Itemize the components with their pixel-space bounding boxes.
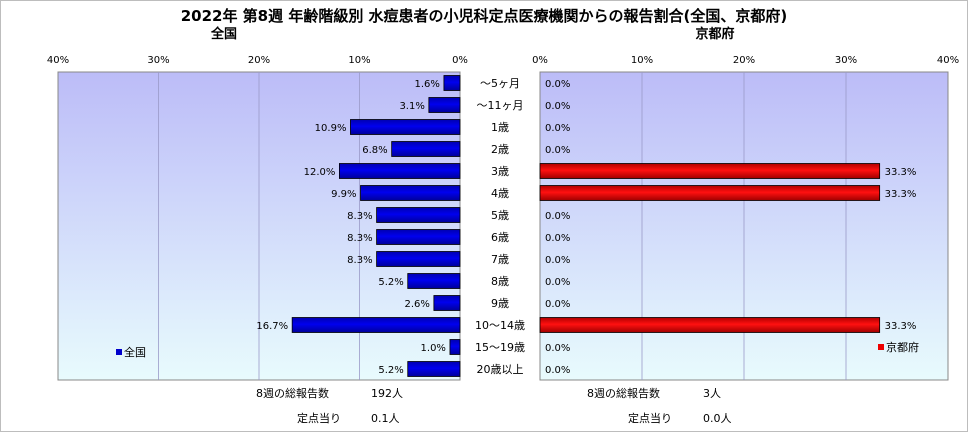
footer-national-total-value: 192人: [371, 387, 403, 400]
axis-ticks: 0% 10% 20% 30% 40% 0% 10% 20% 30% 40%: [47, 55, 959, 66]
panel-title-national: 全国: [210, 26, 237, 42]
tick-label-national: 0%: [452, 55, 468, 66]
value-label-kyoto: 0.0%: [545, 233, 570, 244]
value-label-kyoto: 33.3%: [885, 167, 917, 178]
tick-label-kyoto: 0%: [532, 55, 548, 66]
legend-label-national: 全国: [124, 345, 146, 359]
value-label-national: 8.3%: [347, 255, 372, 266]
value-label-kyoto: 0.0%: [545, 365, 570, 376]
value-label-national: 5.2%: [378, 365, 403, 376]
category-label: 5歳: [491, 209, 509, 222]
footer-national-total-label: 8週の総報告数: [256, 386, 329, 400]
legend-swatch-kyoto: [878, 344, 884, 350]
bar-national: [360, 185, 461, 201]
bars: [291, 75, 881, 377]
category-label: 2歳: [491, 143, 509, 156]
category-label: ～11ヶ月: [477, 99, 524, 112]
value-label-kyoto: 0.0%: [545, 211, 570, 222]
value-label-kyoto: 0.0%: [545, 123, 570, 134]
bar-national: [443, 75, 461, 91]
value-label-kyoto: 0.0%: [545, 255, 570, 266]
tick-label-kyoto: 10%: [631, 55, 653, 66]
value-labels: 1.6% 0.0% 3.1% 0.0% 10.9% 0.0% 6.8% 0.0% 12.0% 33…: [256, 79, 916, 376]
value-label-national: 8.3%: [347, 233, 372, 244]
category-label: 10～14歳: [475, 319, 525, 332]
value-label-national: 2.6%: [404, 299, 429, 310]
panel-title-kyoto: 京都府: [695, 26, 734, 42]
bar-national: [433, 295, 461, 311]
bar-national: [407, 273, 461, 289]
value-label-national: 8.3%: [347, 211, 372, 222]
value-label-national: 1.6%: [415, 79, 440, 90]
footer-kyoto-total-value: 3人: [703, 387, 721, 400]
tick-label-kyoto: 30%: [835, 55, 857, 66]
tick-label-national: 10%: [348, 55, 370, 66]
bar-national: [376, 229, 461, 245]
bar-national: [407, 361, 461, 377]
footer-kyoto-per-value: 0.0人: [703, 412, 732, 425]
legend-swatch-national: [116, 349, 122, 355]
bar-national: [449, 339, 461, 355]
value-label-national: 10.9%: [315, 123, 347, 134]
bar-national: [376, 207, 461, 223]
legend-kyoto: 京都府: [878, 340, 919, 354]
bar-national: [391, 141, 461, 157]
tick-label-national: 30%: [147, 55, 169, 66]
footer-kyoto-per-label: 定点当り: [628, 411, 672, 425]
value-label-kyoto: 0.0%: [545, 79, 570, 90]
footer-kyoto-total-label: 8週の総報告数: [587, 386, 660, 400]
value-label-national: 3.1%: [399, 101, 424, 112]
tick-label-national: 40%: [47, 55, 69, 66]
bar-kyoto: [539, 163, 881, 179]
value-label-kyoto: 0.0%: [545, 101, 570, 112]
value-label-kyoto: 0.0%: [545, 299, 570, 310]
category-label: 1歳: [491, 121, 509, 134]
footer-national-per-value: 0.1人: [371, 412, 400, 425]
chart-title: 2022年 第8週 年齢階級別 水痘患者の小児科定点医療機関からの報告割合(全国…: [181, 7, 788, 25]
value-label-national: 16.7%: [256, 321, 288, 332]
bar-national: [376, 251, 461, 267]
footer-national-per-label: 定点当り: [297, 411, 341, 425]
legend-national: 全国: [116, 345, 146, 359]
legend-label-kyoto: 京都府: [886, 340, 919, 354]
category-label: 15～19歳: [475, 341, 525, 354]
value-label-kyoto: 0.0%: [545, 277, 570, 288]
value-label-kyoto: 0.0%: [545, 343, 570, 354]
category-labels: ～5ヶ月 ～11ヶ月 1歳 2歳 3歳 4歳 5歳 6歳 7歳 8歳 9歳 10～14歳 15～19歳 2…: [475, 77, 525, 376]
value-label-national: 1.0%: [421, 343, 446, 354]
value-label-kyoto: 33.3%: [885, 321, 917, 332]
value-label-kyoto: 33.3%: [885, 189, 917, 200]
category-label: 6歳: [491, 231, 509, 244]
bar-national: [291, 317, 461, 333]
tick-label-kyoto: 40%: [937, 55, 959, 66]
tick-label-kyoto: 20%: [733, 55, 755, 66]
value-label-national: 9.9%: [331, 189, 356, 200]
category-label: 9歳: [491, 297, 509, 310]
value-label-kyoto: 0.0%: [545, 145, 570, 156]
category-label: 4歳: [491, 187, 509, 200]
value-label-national: 12.0%: [304, 167, 336, 178]
category-label: 7歳: [491, 253, 509, 266]
category-label: 20歳以上: [477, 363, 524, 376]
bar-national: [350, 119, 461, 135]
category-label: 8歳: [491, 275, 509, 288]
bar-kyoto: [539, 317, 881, 333]
value-label-national: 6.8%: [362, 145, 387, 156]
bar-kyoto: [539, 185, 881, 201]
category-label: ～5ヶ月: [480, 77, 520, 90]
bar-national: [428, 97, 461, 113]
category-label: 3歳: [491, 165, 509, 178]
bar-national: [338, 163, 461, 179]
value-label-national: 5.2%: [378, 277, 403, 288]
tick-label-national: 20%: [248, 55, 270, 66]
